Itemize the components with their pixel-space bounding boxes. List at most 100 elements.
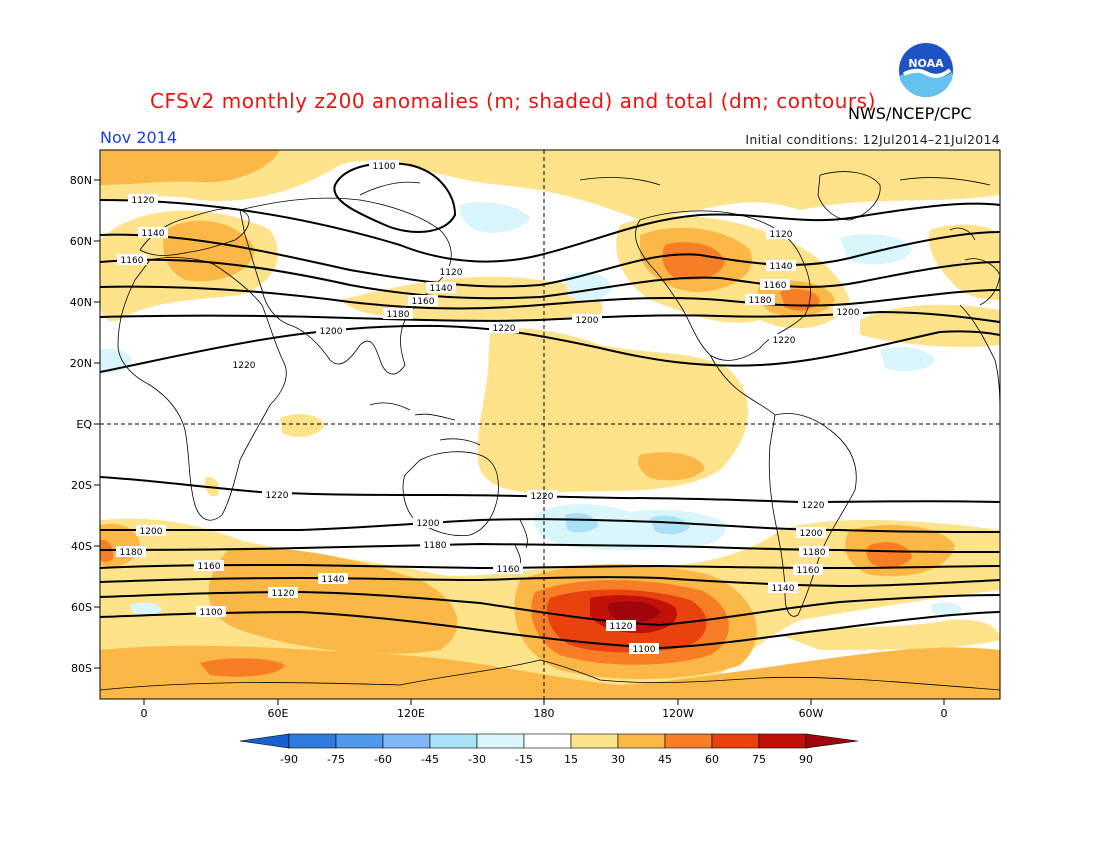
lat-label-40s: 40S (71, 540, 92, 553)
contour-labels: 1100 1120 1140 1160 1120 1140 1160 1180 … (116, 160, 863, 655)
colorbar-segment (382, 733, 431, 749)
svg-text:1140: 1140 (772, 584, 795, 594)
contour-label: 1180 (383, 308, 413, 320)
colorbar-segment (664, 733, 713, 749)
contour-label: 1100 (629, 643, 659, 655)
colorbar-label: 30 (611, 753, 625, 766)
svg-text:1120: 1120 (272, 589, 295, 599)
logo-text: NOAA (908, 57, 944, 70)
svg-text:1200: 1200 (800, 529, 823, 539)
svg-text:1220: 1220 (233, 361, 256, 371)
colorbar-segment (288, 733, 337, 749)
svg-text:1180: 1180 (424, 541, 447, 551)
lon-label-0-right: 0 (941, 707, 948, 720)
lat-label-60s: 60S (71, 601, 92, 614)
contour-label: 1220 (229, 359, 259, 371)
contour-label: 1220 (489, 322, 519, 334)
contour-label: 1140 (318, 573, 348, 585)
colorbar-label: -60 (374, 753, 392, 766)
svg-text:1120: 1120 (610, 622, 633, 632)
forecast-month: Nov 2014 (100, 128, 178, 147)
svg-text:1160: 1160 (412, 297, 435, 307)
contour-label: 1160 (194, 560, 224, 572)
lon-label-60e: 60E (268, 707, 289, 720)
svg-text:1200: 1200 (140, 527, 163, 537)
latitude-axis: 80N 60N 40N 20N EQ 20S 40S 60S 80S (70, 174, 100, 675)
contour-label: 1120 (128, 194, 158, 206)
svg-text:1140: 1140 (322, 575, 345, 585)
contour-label: 1120 (606, 620, 636, 632)
contour-label: 1180 (420, 539, 450, 551)
colorbar-segment (335, 733, 384, 749)
colorbar-segment (523, 733, 572, 749)
contour-label: 1160 (793, 564, 823, 576)
svg-text:1220: 1220 (493, 324, 516, 334)
svg-text:1140: 1140 (142, 229, 165, 239)
svg-text:1120: 1120 (770, 230, 793, 240)
svg-text:1220: 1220 (802, 501, 825, 511)
contour-label: 1140 (426, 282, 456, 294)
colorbar-arrow-left (239, 733, 290, 749)
contour-label: 1200 (833, 306, 863, 318)
svg-text:1140: 1140 (770, 262, 793, 272)
contour-label: 1220 (798, 499, 828, 511)
svg-text:1220: 1220 (266, 491, 289, 501)
colorbar-label: -75 (327, 753, 345, 766)
contour-label: 1220 (262, 489, 292, 501)
svg-text:1120: 1120 (132, 196, 155, 206)
svg-text:1160: 1160 (497, 565, 520, 575)
colorbar-label: -15 (515, 753, 533, 766)
colorbar: -90 -75 -60 -45 -30 -15 15 30 45 60 75 9… (239, 733, 859, 766)
lat-label-eq: EQ (76, 418, 92, 431)
contour-label: 1120 (268, 587, 298, 599)
svg-text:1100: 1100 (633, 645, 656, 655)
svg-text:1180: 1180 (120, 548, 143, 558)
svg-text:1200: 1200 (417, 519, 440, 529)
colorbar-label: 45 (658, 753, 672, 766)
contour-label: 1200 (413, 517, 443, 529)
lat-label-40n: 40N (70, 296, 92, 309)
svg-text:1160: 1160 (121, 256, 144, 266)
colorbar-segment (617, 733, 666, 749)
svg-text:1180: 1180 (387, 310, 410, 320)
colorbar-label: -30 (468, 753, 486, 766)
lat-label-80n: 80N (70, 174, 92, 187)
svg-text:1120: 1120 (440, 268, 463, 278)
svg-text:1100: 1100 (200, 608, 223, 618)
lat-label-60n: 60N (70, 235, 92, 248)
contour-label: 1100 (369, 160, 399, 172)
contour-label: 1120 (436, 266, 466, 278)
contour-label: 1180 (799, 546, 829, 558)
contour-label: 1100 (196, 606, 226, 618)
colorbar-label: 75 (752, 753, 766, 766)
contour-label: 1160 (760, 279, 790, 291)
contour-label: 1220 (769, 334, 799, 346)
colorbar-segment (476, 733, 525, 749)
colorbar-label: 15 (564, 753, 578, 766)
lon-label-0: 0 (141, 707, 148, 720)
contour-label: 1180 (116, 546, 146, 558)
colorbar-segment (711, 733, 760, 749)
svg-text:1200: 1200 (837, 308, 860, 318)
contour-label: 1140 (138, 227, 168, 239)
longitude-axis: 0 60E 120E 180 120W 60W 0 (141, 699, 948, 720)
contour-label: 1180 (745, 294, 775, 306)
svg-text:1200: 1200 (576, 316, 599, 326)
colorbar-label: 90 (799, 753, 813, 766)
svg-text:1160: 1160 (198, 562, 221, 572)
contour-label: 1220 (527, 490, 557, 502)
colorbar-label: -45 (421, 753, 439, 766)
lon-label-180: 180 (534, 707, 555, 720)
contour-label: 1200 (796, 527, 826, 539)
svg-text:1200: 1200 (320, 327, 343, 337)
contour-label: 1140 (768, 582, 798, 594)
chart-title: CFSv2 monthly z200 anomalies (m; shaded)… (150, 89, 876, 113)
lat-label-80s: 80S (71, 662, 92, 675)
agency-label: NWS/NCEP/CPC (848, 104, 972, 123)
svg-text:1180: 1180 (749, 296, 772, 306)
colorbar-segment (429, 733, 478, 749)
contour-label: 1160 (117, 254, 147, 266)
contour-label: 1200 (136, 525, 166, 537)
svg-text:1220: 1220 (773, 336, 796, 346)
